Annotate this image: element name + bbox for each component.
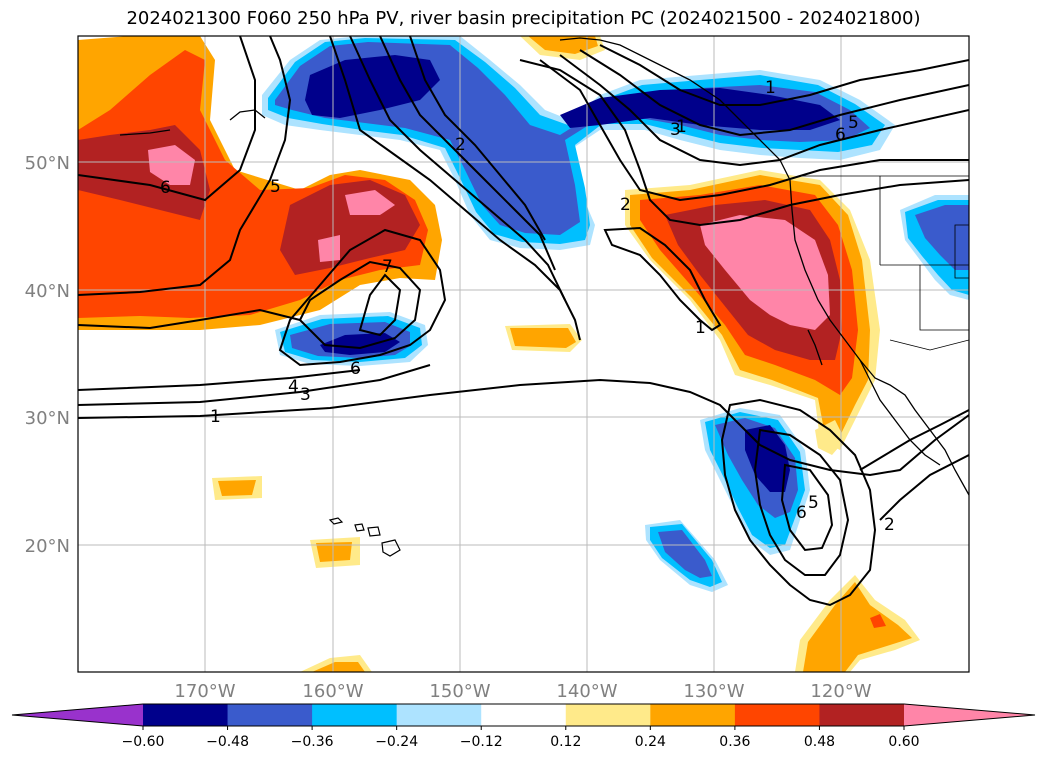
contour-label: 7 bbox=[382, 257, 393, 277]
colorbar-segment bbox=[143, 704, 229, 726]
colorbar-extend-low bbox=[12, 704, 143, 726]
colorbar-segment bbox=[481, 704, 567, 726]
negative-anomaly-north-pacific bbox=[262, 36, 895, 250]
contour-label: 6 bbox=[796, 503, 807, 523]
contour-label: 6 bbox=[160, 178, 171, 198]
hawaii-islands bbox=[328, 517, 401, 557]
colorbar-tick-label: −0.36 bbox=[291, 734, 334, 750]
lat-tick-label: 30°N bbox=[25, 408, 70, 429]
colorbar-tick-label: 0.12 bbox=[550, 734, 581, 750]
colorbar-tick-label: 0.60 bbox=[888, 734, 919, 750]
colorbar-tick-label: −0.24 bbox=[375, 734, 418, 750]
colorbar-segment bbox=[734, 704, 820, 726]
colorbar-tick-label: 0.24 bbox=[635, 734, 666, 750]
lon-tick-label: 120°W bbox=[810, 681, 871, 702]
lat-tick-label: 20°N bbox=[25, 536, 70, 557]
colorbar: −0.60 −0.48 −0.36 −0.24 −0.12 0.12 0.24 0.36 0.4… bbox=[11, 703, 1036, 750]
contour-labels: 1 5 6 2 2 1 7 6 4 3 1 5 6 1 5 2 3 6 bbox=[160, 78, 895, 535]
contour-label: 2 bbox=[455, 135, 466, 155]
colorbar-tick-label: 0.36 bbox=[719, 734, 750, 750]
chart-title: 2024021300 F060 250 hPa PV, river basin … bbox=[126, 8, 921, 29]
colorbar-segment bbox=[819, 704, 905, 726]
contour-label: 1 bbox=[210, 407, 221, 427]
lon-tick-label: 140°W bbox=[556, 681, 617, 702]
lat-tick-label: 40°N bbox=[25, 281, 70, 302]
colorbar-segment bbox=[650, 704, 736, 726]
contour-label: 5 bbox=[270, 177, 281, 197]
colorbar-segment bbox=[227, 704, 313, 726]
contour-label: 2 bbox=[884, 515, 895, 535]
pv-contours bbox=[78, 36, 969, 607]
contour-label: 1 bbox=[695, 318, 706, 338]
positive-anomaly-west-coast bbox=[625, 170, 880, 450]
colorbar-segment bbox=[312, 704, 398, 726]
contour-label: 3 bbox=[670, 120, 681, 140]
lat-tick-label: 50°N bbox=[25, 153, 70, 174]
contour-label: 5 bbox=[808, 493, 819, 513]
lon-tick-label: 160°W bbox=[302, 681, 363, 702]
lon-tick-label: 130°W bbox=[683, 681, 744, 702]
contour-label: 4 bbox=[288, 377, 299, 397]
colorbar-segment bbox=[565, 704, 651, 726]
lon-tick-label: 170°W bbox=[174, 681, 235, 702]
colorbar-segment bbox=[396, 704, 482, 726]
lon-tick-label: 150°W bbox=[429, 681, 490, 702]
contour-label: 2 bbox=[620, 195, 631, 215]
contour-label: 3 bbox=[300, 385, 311, 405]
contour-label: 1 bbox=[765, 78, 776, 98]
graticule bbox=[78, 36, 969, 672]
colorbar-tick-label: −0.60 bbox=[122, 734, 165, 750]
contour-label: 1 bbox=[676, 117, 687, 137]
latitude-tick-labels: 50°N 40°N 30°N 20°N bbox=[25, 153, 70, 557]
longitude-tick-labels: 170°W 160°W 150°W 140°W 130°W 120°W bbox=[174, 681, 871, 702]
positive-anomaly-northwest bbox=[78, 36, 442, 330]
contour-label: 5 bbox=[848, 113, 859, 133]
colorbar-extend-high bbox=[904, 704, 1035, 726]
colorbar-tick-label: 0.48 bbox=[804, 734, 835, 750]
map-plot-area: 1 5 6 2 2 1 7 6 4 3 1 5 6 1 5 2 3 6 bbox=[78, 36, 969, 672]
colorbar-tick-label: −0.48 bbox=[206, 734, 249, 750]
negative-anomaly-east bbox=[900, 195, 969, 300]
country-borders bbox=[800, 175, 969, 351]
plot-frame bbox=[77, 35, 970, 673]
colorbar-tick-label: −0.12 bbox=[460, 734, 503, 750]
coastlines bbox=[119, 37, 969, 496]
contour-label: 6 bbox=[350, 359, 361, 379]
contour-label: 6 bbox=[835, 125, 846, 145]
